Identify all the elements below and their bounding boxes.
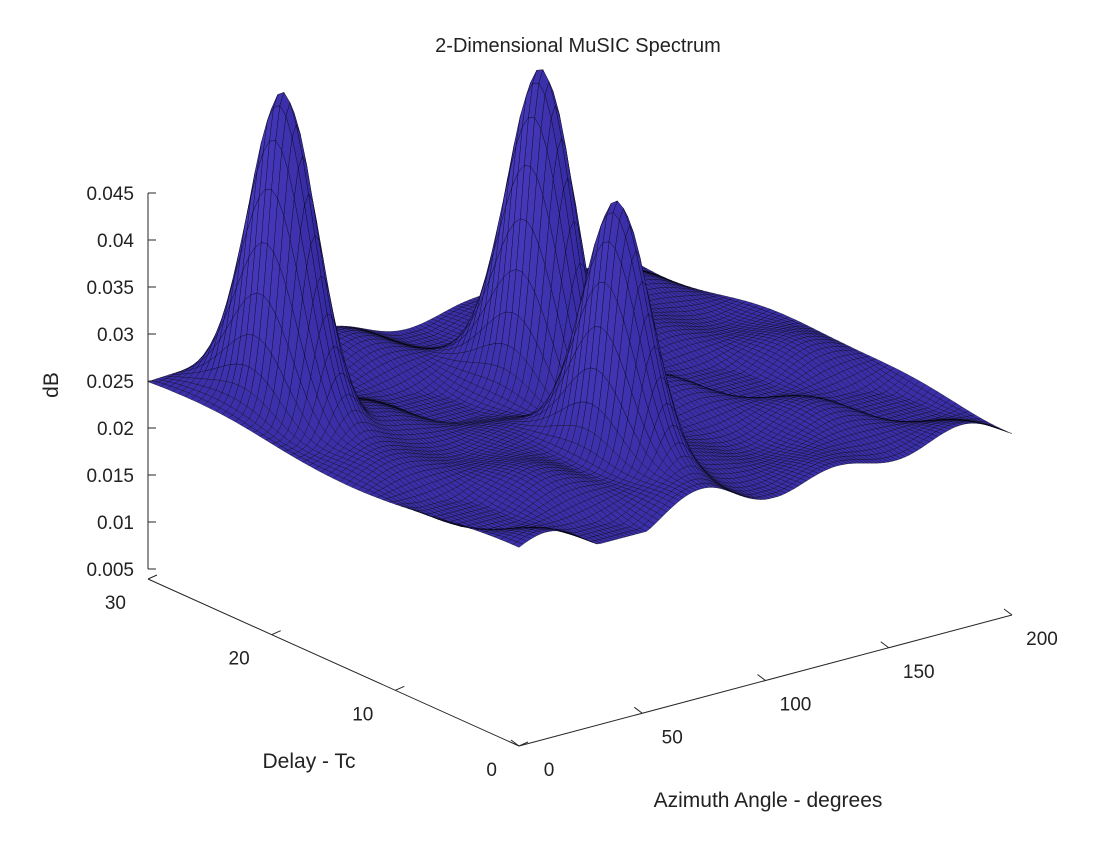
surface-mesh bbox=[148, 70, 1012, 548]
chart-title: 2-Dimensional MuSIC Spectrum bbox=[435, 35, 721, 57]
y-axis-line bbox=[148, 579, 519, 746]
